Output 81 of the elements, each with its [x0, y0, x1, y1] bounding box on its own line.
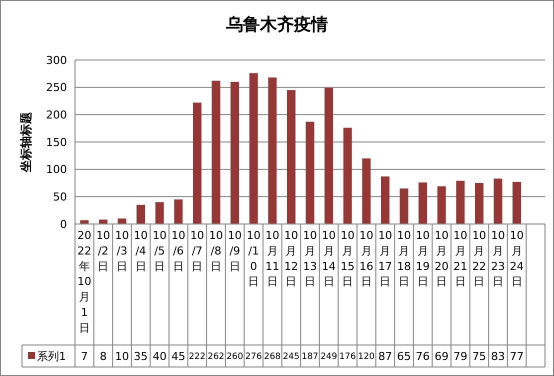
bar [136, 204, 146, 224]
x-tick-label: 10月11日 [265, 229, 280, 288]
data-label: 45 [171, 350, 186, 363]
x-tick-label: 10月12日 [284, 229, 298, 288]
x-tick-label: 10月23日 [491, 229, 505, 288]
bar [268, 77, 277, 224]
data-label: 79 [453, 350, 468, 363]
data-label: 10 [115, 350, 129, 363]
bar [362, 158, 371, 224]
x-tick-label: 10/9日 [228, 229, 242, 273]
data-label: 260 [226, 352, 244, 362]
bar [418, 182, 428, 224]
x-tick-label: 10月17日 [378, 229, 392, 288]
x-tick-label: 10月21日 [453, 229, 468, 288]
y-axis-title: 坐标轴标题 [19, 112, 33, 173]
chart-title: 乌鲁木齐疫情 [225, 15, 328, 35]
data-label: 40 [152, 350, 167, 363]
y-tick-label: 200 [46, 108, 67, 122]
y-tick-label: 100 [46, 163, 67, 176]
x-tick-label: 10月16日 [359, 229, 374, 288]
x-tick-label: 10月13日 [303, 229, 317, 288]
x-tick-label: 10/4日 [134, 229, 148, 273]
data-label: 176 [339, 352, 356, 362]
data-label: 249 [320, 352, 338, 362]
y-tick-label: 150 [46, 136, 67, 149]
data-label: 276 [245, 352, 262, 362]
x-tick-label: 10/8日 [209, 229, 223, 273]
bar [230, 82, 240, 224]
bar [512, 182, 522, 224]
x-tick-label: 10/6日 [171, 229, 186, 273]
bar [155, 202, 164, 224]
bar [380, 176, 390, 224]
bar [192, 102, 202, 224]
bar [306, 122, 314, 224]
bar [494, 178, 502, 224]
x-tick-label: 10/5日 [152, 229, 167, 273]
x-tick-label: 10月20日 [434, 229, 449, 288]
x-tick-label: 10月22日 [472, 229, 486, 288]
y-tick-label: 50 [53, 190, 67, 204]
data-label: 75 [472, 350, 486, 363]
x-tick-label: 10月24日 [510, 229, 524, 288]
data-label: 222 [188, 352, 206, 362]
legend-label: 系列1 [37, 350, 66, 363]
x-tick-label: 10/2日 [96, 229, 110, 273]
data-label: 87 [378, 350, 392, 363]
bar [80, 220, 89, 224]
data-label: 76 [416, 350, 430, 363]
data-label: 245 [282, 352, 300, 362]
data-label: 7 [80, 350, 88, 363]
data-label: 83 [491, 350, 505, 363]
data-label: 187 [302, 352, 318, 362]
bar [343, 128, 352, 224]
bar [474, 183, 484, 224]
x-tick-label: 10/7日 [190, 229, 204, 273]
data-label: 69 [434, 350, 449, 363]
bar [286, 90, 296, 224]
x-tick-label: 10月15日 [340, 229, 355, 288]
bar [324, 88, 334, 224]
data-label: 268 [264, 352, 281, 362]
x-tick-label: 2022年10月1日 [77, 229, 92, 334]
x-tick-label: 10月19日 [416, 229, 430, 288]
data-label: 120 [358, 352, 375, 362]
x-tick-label: 10月14日 [322, 229, 336, 288]
data-label: 77 [510, 350, 524, 363]
y-tick-label: 300 [46, 54, 67, 67]
x-tick-label: 10/10日 [246, 229, 261, 288]
y-tick-label: 0 [60, 218, 67, 231]
data-label: 65 [397, 350, 411, 363]
data-label: 35 [134, 350, 148, 363]
x-tick-label: 10月18日 [397, 229, 411, 288]
bar [456, 180, 465, 224]
bar [212, 80, 220, 224]
x-tick-label: 10/3日 [115, 229, 129, 273]
bar [400, 188, 408, 224]
bar [437, 186, 446, 224]
bar [98, 220, 108, 224]
data-label: 262 [208, 352, 224, 362]
bar [174, 199, 183, 224]
bar [249, 73, 258, 224]
data-label: 8 [100, 350, 107, 363]
y-tick-label: 250 [46, 81, 67, 94]
